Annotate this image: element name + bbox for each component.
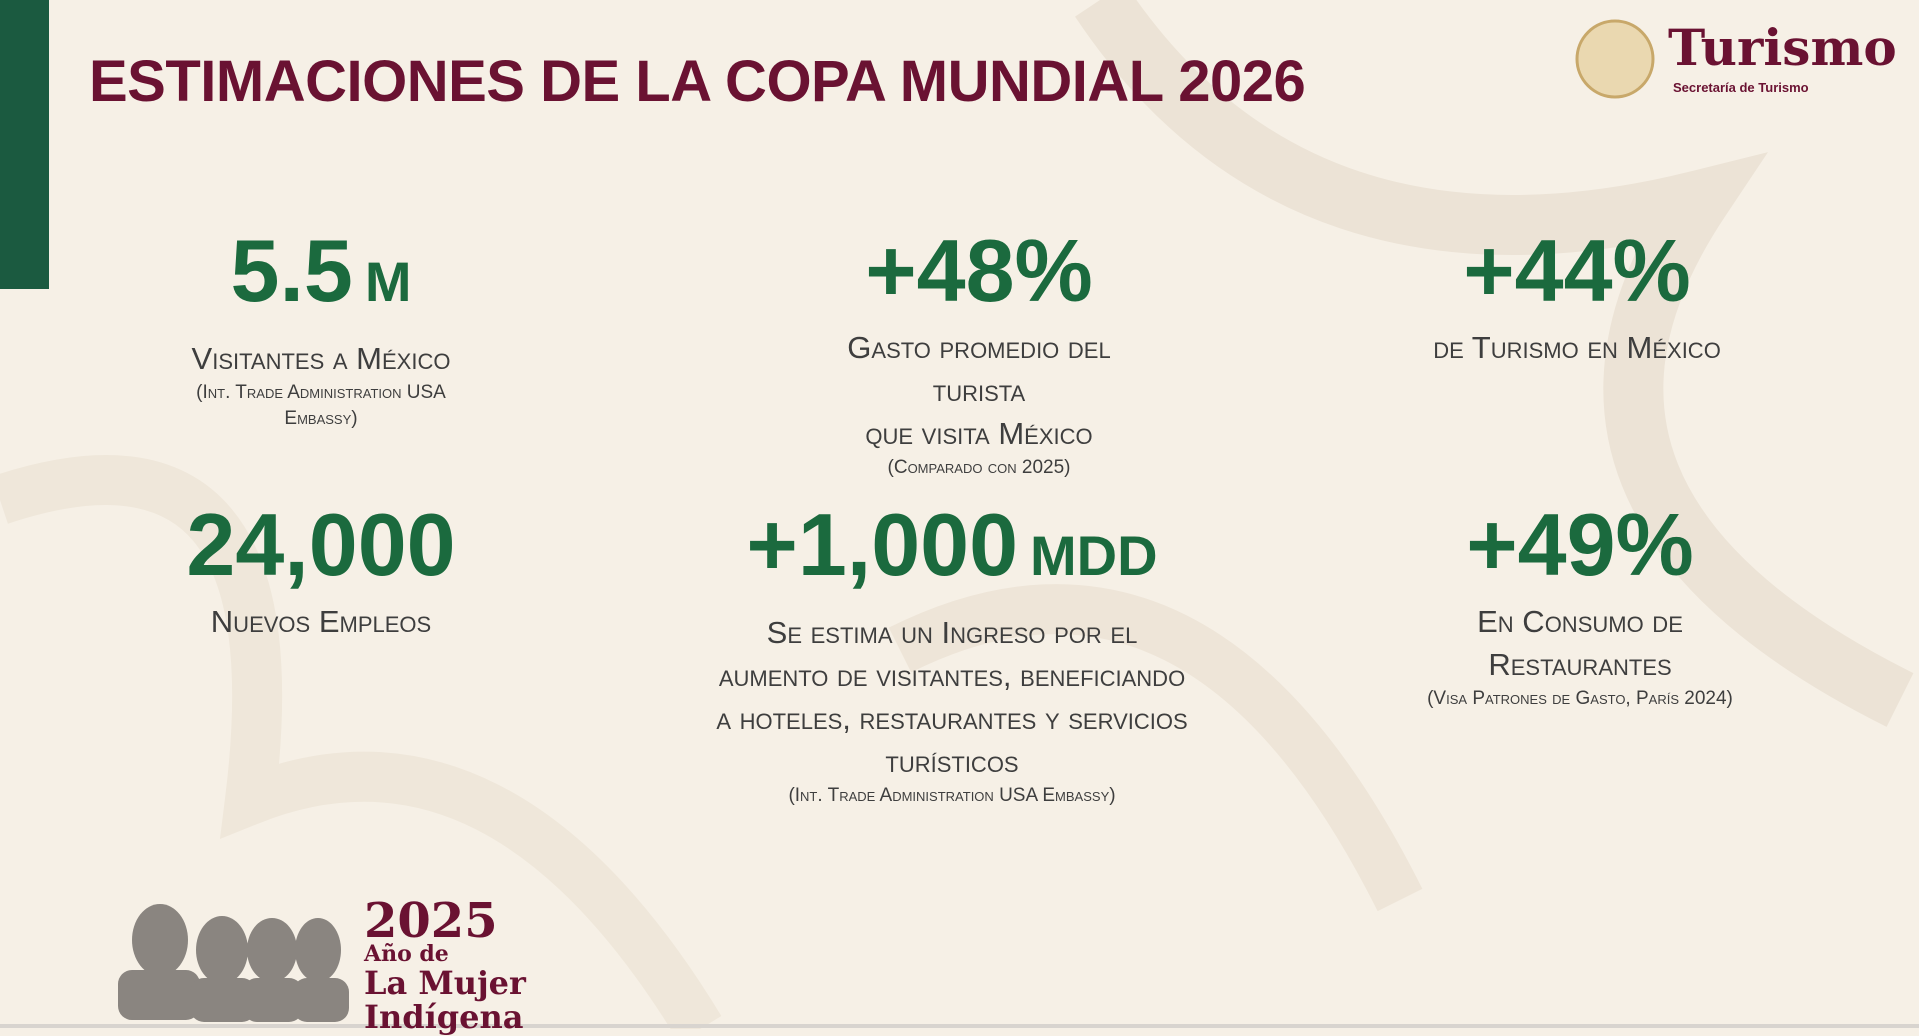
label-line: de Turismo en México [1433,330,1721,365]
stat-value: 5.5 M [0,226,651,327]
stat-number: 5.5 [230,221,353,320]
figures [118,904,349,1022]
stat: +44% de Turismo en México [1247,226,1907,369]
stat-source: (Int. Trade Administration USA Embassy) [622,783,1282,809]
label-line: En Consumo de [1477,604,1683,639]
stat-value: +48% [649,226,1309,316]
source-line: (Visa Patrones de Gasto, París 2024) [1427,688,1733,709]
stat-label: Visitantes a México [0,337,651,380]
stat-number: +48% [865,221,1093,320]
footer-lines: Año de La Mujer Indígena [364,942,526,1034]
stat-value: 24,000 [0,500,651,590]
stat-number: 24,000 [186,495,456,594]
source-line: (Comparado con 2025) [887,457,1071,478]
stat: +48% Gasto promedio del turista que visita … [649,226,1309,481]
label-line: aumento de visitantes, beneficiando [718,658,1186,693]
label-line: Se estima un Ingreso por el [766,615,1138,650]
stat-source: (Comparado con 2025) [649,455,1309,481]
logo-subtitle: Secretaría de Turismo [1673,80,1809,95]
stat-value: +44% [1247,226,1907,316]
stat: 5.5 M Visitantes a México (Int. Trade Admin… [0,226,651,432]
stat: 24,000 Nuevos Empleos [0,500,651,643]
label-line: que visita México [865,416,1093,451]
stat-unit: M [364,250,412,313]
stat: +1,000 MDD Se estima un Ingreso por el aume… [622,500,1282,809]
source-line: Embassy) [284,408,358,429]
stat-value: +49% [1250,500,1910,590]
footer-year: 2025 [364,893,498,949]
stat-label: Gasto promedio del turista que visita Méxi… [649,326,1309,455]
label-line: a hoteles, restaurantes y servicios [716,701,1188,736]
logo-name: Turismo [1668,18,1897,77]
stat-number: +44% [1463,221,1691,320]
footer-line: Año de [364,941,449,967]
label-line: turísticos [885,744,1019,779]
stat-number: +49% [1466,495,1694,594]
stat-label: En Consumo de Restaurantes [1250,600,1910,686]
stat-label: de Turismo en México [1247,326,1907,369]
footer-line: Indígena [364,998,524,1036]
source-line: (Int. Trade Administration USA [196,382,446,403]
stat-source: (Visa Patrones de Gasto, París 2024) [1250,686,1910,712]
stat-label: Se estima un Ingreso por el aumento de vi… [622,611,1282,783]
label-line: Restaurantes [1488,647,1672,682]
stat-number: +1,000 [746,495,1019,594]
stat-value: +1,000 MDD [622,500,1282,601]
stat-source: (Int. Trade Administration USA Embassy) [0,380,651,432]
seal [1575,19,1655,99]
label-line: turista [932,373,1026,408]
stat-unit: MDD [1030,524,1158,587]
stat-label: Nuevos Empleos [0,600,651,643]
source-line: (Int. Trade Administration USA Embassy) [788,785,1116,806]
accent-bar [0,0,49,289]
label-line: Visitantes a México [191,341,451,376]
footer-line: La Mujer [364,964,526,1002]
stat: +49% En Consumo de Restaurantes (Visa Patro… [1250,500,1910,712]
label-line: Gasto promedio del [847,330,1111,365]
title: ESTIMACIONES DE LA COPA MUNDIAL 2026 [89,49,1306,114]
label-line: Nuevos Empleos [210,604,432,639]
